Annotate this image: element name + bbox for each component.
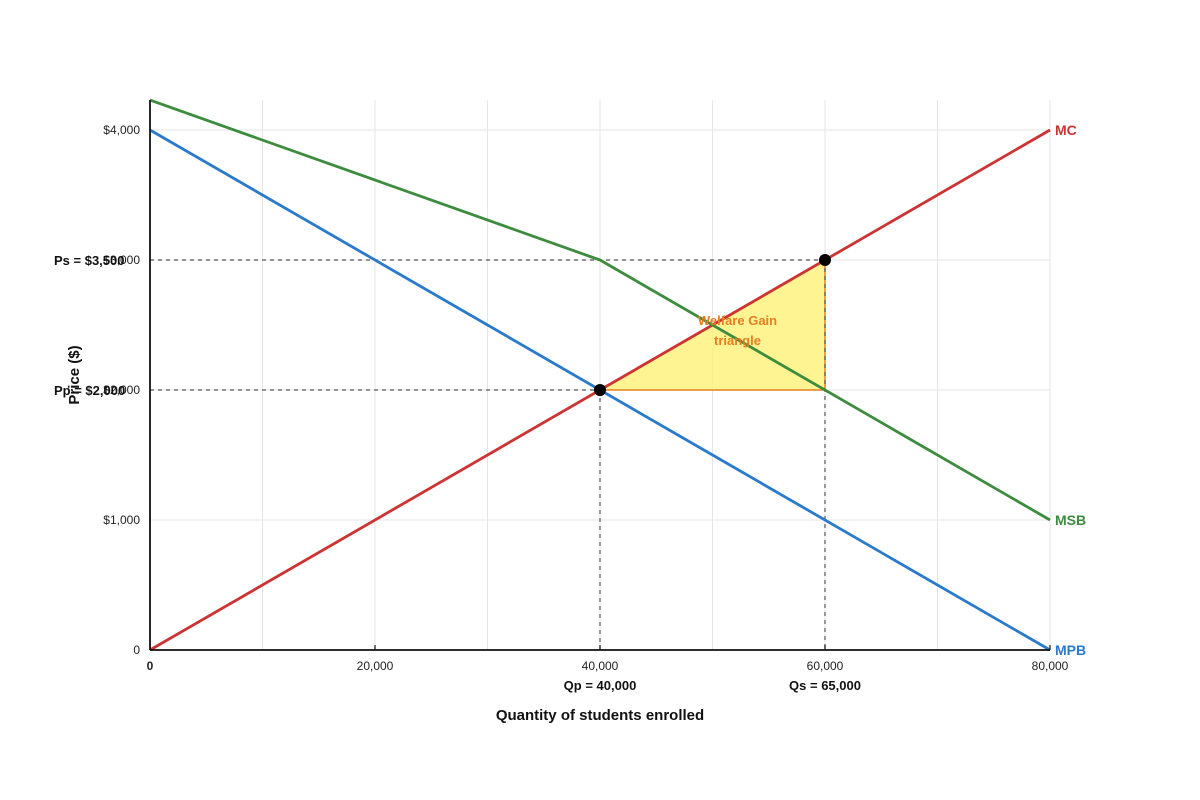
labels: MC MPB MSB 0 20,000 40,000 60,000 80,000 0 $1,000… [54,122,1086,693]
equilibrium-points [594,254,831,396]
welfare-gain-label: triangle [714,333,761,348]
reference-lines [150,259,826,650]
x-tick-label: 0 [147,659,154,673]
equilibrium-point [819,254,831,266]
y-tick-label: $1,000 [103,513,140,527]
curve-label-msb: MSB [1055,512,1086,528]
curve-label-mc: MC [1055,122,1077,138]
y-tick-label: $2,000 [103,383,140,397]
curve-msb [149,98,1051,522]
x-tick-label: 40,000 [582,659,619,673]
x-tick-label: 60,000 [807,659,844,673]
axes [149,100,1051,651]
x-tick-label: 20,000 [357,659,394,673]
x-tick-label: 80,000 [1032,659,1069,673]
y-tick-label: $3,000 [103,253,140,267]
curve-label-mpb: MPB [1055,642,1086,658]
y-tick-label: $4,000 [103,123,140,137]
y-tick-label: 0 [133,643,140,657]
x-axis-title: Quantity of students enrolled [496,707,704,724]
welfare-gain-label: Welfare Gain [698,313,777,328]
y-axis-title: Price ($) [66,345,83,404]
equilibrium-point [594,384,606,396]
price-reference-label: Ps = $3,500 [54,253,124,268]
quantity-reference-label: Qs = 65,000 [789,678,861,693]
quantity-reference-label: Qp = 40,000 [564,678,637,693]
price-reference-label: Pp = $2,000 [54,383,125,398]
